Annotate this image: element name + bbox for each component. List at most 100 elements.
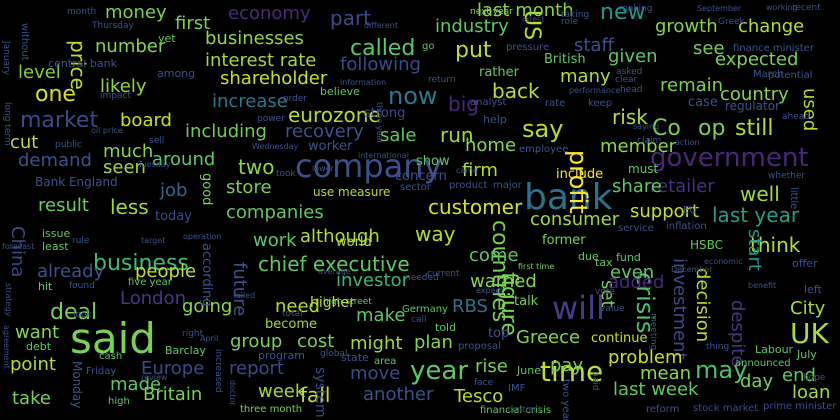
word-set: set — [597, 280, 618, 308]
word-many: many — [560, 66, 611, 87]
word-government: government — [650, 143, 809, 173]
word-month: month — [67, 7, 97, 17]
word-called: called — [350, 36, 416, 61]
word-economic: economic — [704, 257, 743, 266]
word-action: action — [675, 138, 700, 147]
word-greek: Greek — [718, 17, 745, 27]
word-issue: issue — [42, 227, 71, 240]
word-much: much — [103, 141, 154, 162]
word-report: report — [229, 358, 284, 379]
word-higher: higher — [310, 295, 355, 311]
word-change: change — [738, 16, 805, 37]
word-chief-executive: chief executive — [258, 252, 410, 276]
word-lower: lower — [312, 164, 334, 173]
word-first: first — [175, 13, 211, 34]
word-three-month: three month — [240, 404, 303, 415]
word-country: country — [720, 84, 789, 105]
word-clear: clear — [615, 75, 638, 85]
word-look: look — [73, 310, 92, 320]
word-end: end — [782, 365, 816, 386]
word-sell: sell — [149, 136, 165, 146]
word-result: result — [38, 195, 89, 216]
word-back: back — [492, 79, 540, 103]
word-retailer: retailer — [650, 176, 715, 197]
word-although: although — [300, 226, 380, 247]
word-told: told — [435, 321, 457, 334]
word-performance: performance — [569, 86, 621, 95]
word-proposal: proposal — [458, 341, 501, 352]
word-job: job — [160, 180, 188, 201]
word-inflation: inflation — [666, 221, 707, 232]
word-last-week: last week — [613, 379, 699, 400]
word-least: least — [42, 240, 69, 253]
word-wednesday: Wednesday — [252, 142, 299, 151]
word-given: given — [608, 46, 658, 67]
word-britain: Britain — [143, 384, 203, 405]
word-according: according — [199, 243, 214, 307]
word-including: including — [185, 121, 267, 142]
word-money: money — [105, 2, 167, 23]
word-part: part — [330, 6, 372, 30]
word-head: head — [620, 85, 643, 95]
word-found: found — [69, 281, 95, 291]
word-top: top — [488, 326, 510, 341]
word-market: market — [20, 108, 99, 133]
word-pay: pay — [550, 355, 584, 376]
word-needed: needed — [405, 273, 439, 283]
word-continue: continue — [591, 331, 648, 346]
word-five-year: five year — [128, 277, 172, 288]
word-day: day — [740, 371, 774, 392]
word-good: good — [199, 173, 214, 206]
word-different: different — [364, 21, 398, 30]
word-march: March — [753, 69, 784, 80]
word-show: show — [416, 154, 450, 169]
word-pressure: pressure — [506, 42, 550, 53]
word-investor: investor — [336, 270, 409, 291]
word-took: took — [276, 169, 296, 179]
word-regulator: regulator — [725, 99, 780, 113]
word-company: company — [295, 147, 443, 185]
word-worker: worker — [308, 139, 353, 154]
word-paid: paid — [590, 371, 600, 391]
word-long-term: long term — [2, 102, 12, 146]
word-run: run — [440, 123, 474, 147]
word-member: member — [600, 136, 677, 157]
word-put: put — [455, 38, 492, 63]
word-said: said — [70, 314, 156, 363]
word-operation: operation — [183, 232, 222, 241]
word-came: came — [456, 166, 479, 175]
word-december: December — [671, 265, 713, 274]
word-international: international — [358, 151, 409, 160]
word-high: high — [108, 396, 130, 407]
word-europe: Europe — [141, 358, 205, 379]
word-figure: figure — [496, 272, 521, 336]
word-program: program — [258, 349, 305, 362]
word-return: return — [428, 75, 456, 85]
word-keep: keep — [588, 98, 613, 109]
word-area: area — [374, 356, 397, 367]
word-agreement: agreement — [2, 325, 11, 369]
word-time: time — [540, 355, 604, 388]
word-high-street: high street — [323, 297, 372, 307]
word-little: little — [788, 187, 799, 210]
word-tax: tax — [595, 256, 613, 269]
word-due: due — [578, 250, 599, 263]
word-fund: fund — [616, 251, 641, 264]
word-call: call — [411, 315, 427, 325]
word-increase: increase — [212, 91, 288, 112]
word-central-bank: central bank — [48, 57, 117, 70]
word-taking: taking — [561, 10, 590, 20]
word-review: review — [141, 373, 168, 382]
word-two: two — [238, 155, 275, 179]
word-number: number — [95, 36, 166, 57]
word-home: home — [465, 135, 517, 156]
word-might: might — [350, 333, 403, 354]
word-state: state — [341, 351, 369, 364]
word-two-year: two year — [560, 379, 571, 420]
word-countries: countries — [487, 220, 512, 323]
word-last-month: last month — [477, 0, 574, 21]
word-face: face — [474, 378, 494, 388]
word-right: right — [182, 329, 204, 339]
word-vote: vote — [595, 287, 615, 297]
word-added: added — [608, 272, 665, 293]
